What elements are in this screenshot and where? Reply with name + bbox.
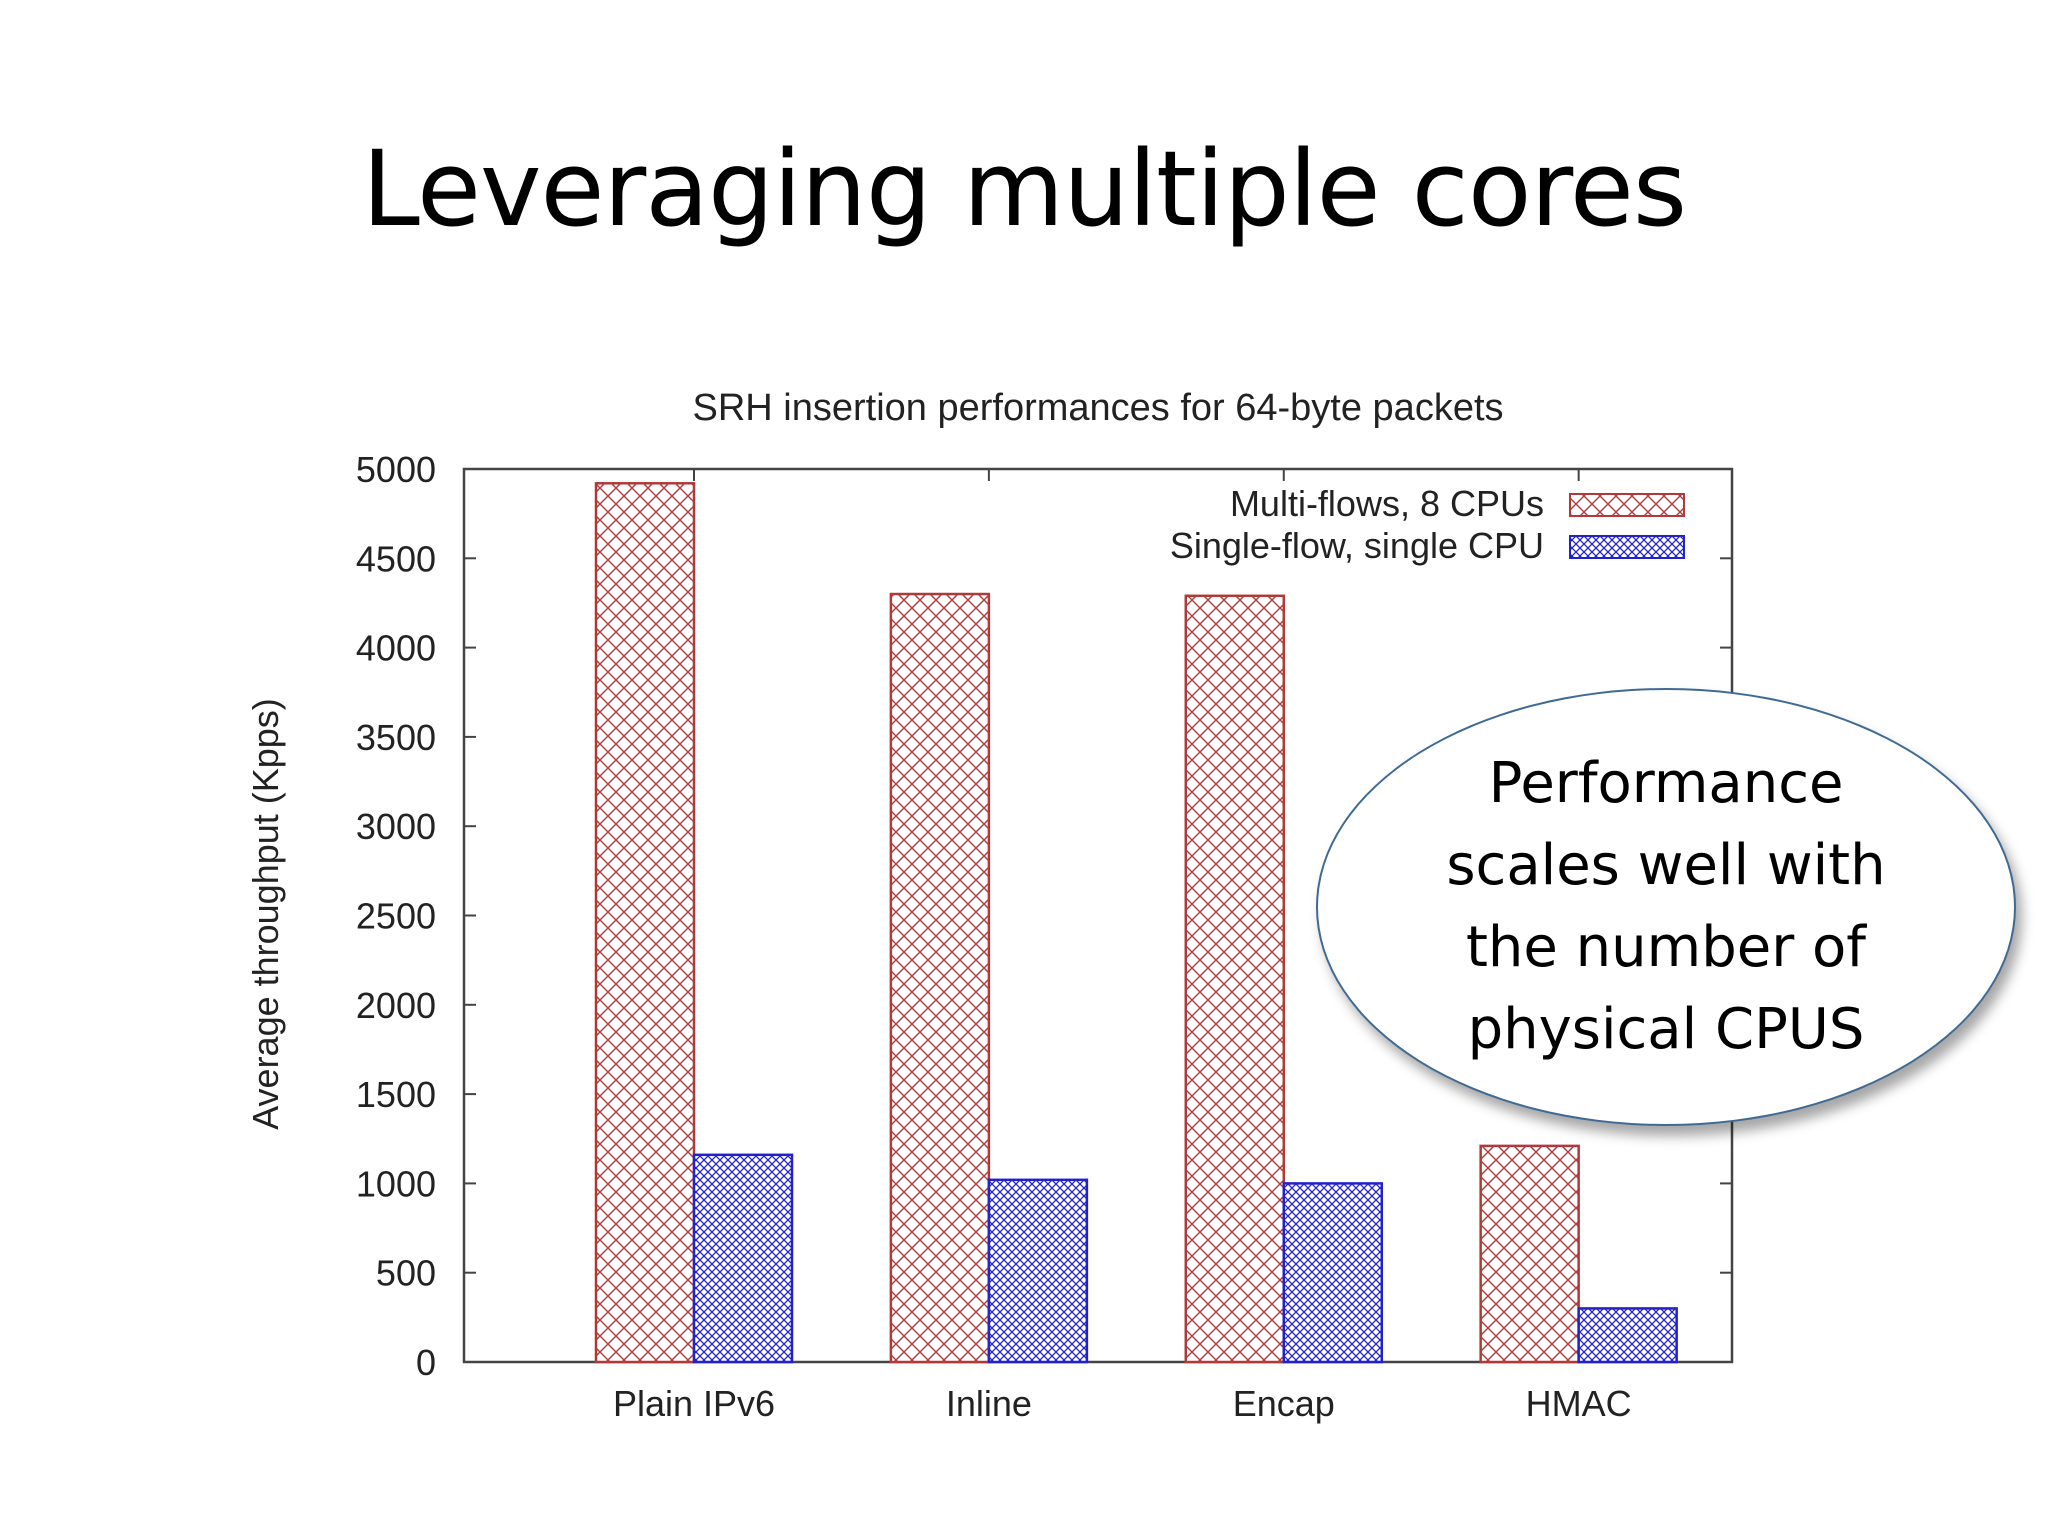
y-tick-label: 4000 — [356, 628, 436, 669]
y-tick-label: 3000 — [356, 806, 436, 847]
y-tick-label: 5000 — [356, 449, 436, 490]
bar-single-flow — [692, 1153, 794, 1364]
x-tick-label: HMAC — [1526, 1383, 1632, 1424]
callout-text: Performance scales well with the number … — [1446, 751, 1886, 1062]
x-tick-label: Plain IPv6 — [613, 1383, 775, 1424]
legend-swatch — [1569, 493, 1685, 517]
bar-multi-flows — [1184, 594, 1286, 1364]
x-tick-label: Encap — [1233, 1383, 1335, 1424]
bar-single-flow — [987, 1178, 1089, 1364]
slide-title: Leveraging multiple cores — [361, 128, 1687, 250]
y-tick-label: 0 — [416, 1342, 436, 1383]
chart-title: SRH insertion performances for 64-byte p… — [692, 387, 1503, 429]
x-tick-label: Inline — [946, 1383, 1032, 1424]
y-tick-label: 1500 — [356, 1074, 436, 1115]
y-tick-label: 2000 — [356, 985, 436, 1026]
bar-multi-flows — [1479, 1144, 1580, 1364]
bar-multi-flows — [594, 482, 696, 1364]
y-tick-label: 2500 — [356, 896, 436, 937]
y-axis-label: Average throughput (Kpps) — [245, 698, 286, 1130]
legend-label: Single-flow, single CPU — [1170, 525, 1544, 566]
bar-single-flow — [1577, 1307, 1678, 1364]
y-tick-label: 3500 — [356, 717, 436, 758]
callout-bubble: Performance scales well with the number … — [1316, 688, 2016, 1126]
y-tick-label: 1000 — [356, 1163, 436, 1204]
y-tick-label: 500 — [376, 1253, 436, 1294]
y-tick-label: 4500 — [356, 538, 436, 579]
bar-single-flow — [1282, 1182, 1384, 1364]
legend-swatch — [1569, 535, 1685, 559]
legend-label: Multi-flows, 8 CPUs — [1230, 483, 1544, 524]
bar-multi-flows — [889, 592, 991, 1364]
